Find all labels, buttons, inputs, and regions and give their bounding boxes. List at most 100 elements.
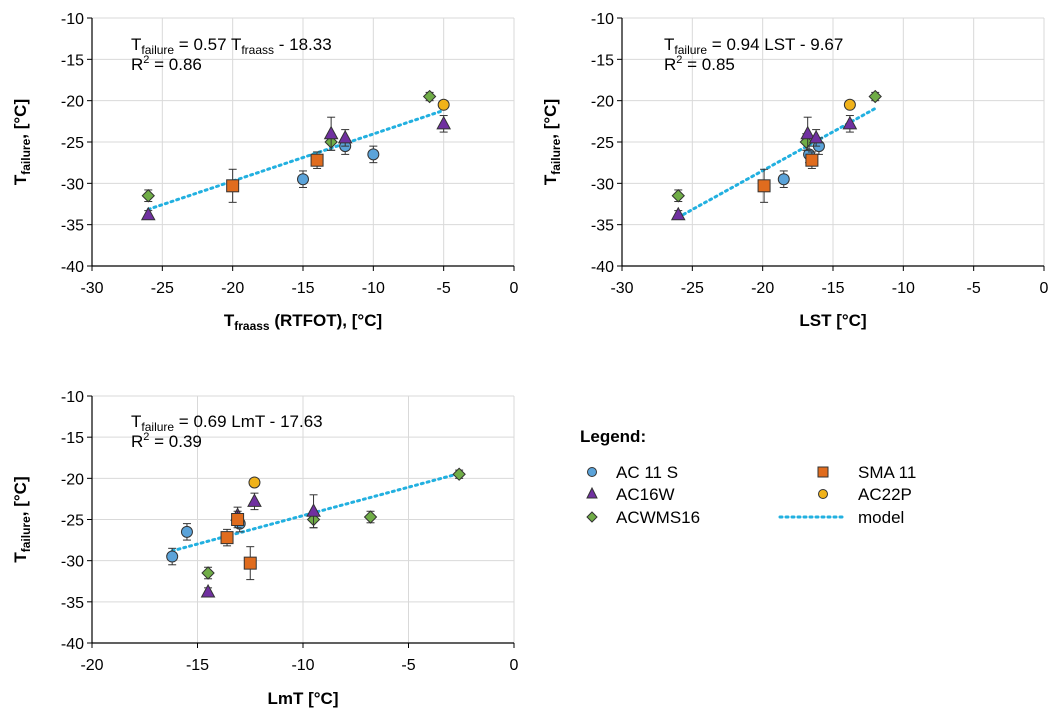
y-tick-label: -25 <box>61 513 84 530</box>
y-tick-label: -15 <box>61 430 84 447</box>
legend-title: Legend: <box>580 427 646 446</box>
data-point <box>800 125 816 140</box>
data-point <box>843 98 856 111</box>
legend-marker <box>817 466 829 478</box>
series-ac-11-s <box>297 137 380 188</box>
series-ac22p <box>843 98 856 111</box>
legend-item-model: model <box>778 508 904 527</box>
legend-item-ac-11-s: AC 11 S <box>587 463 678 482</box>
y-tick-label: -20 <box>61 471 84 488</box>
legend-marker <box>587 467 597 477</box>
data-point <box>306 503 321 517</box>
data-point <box>226 179 240 193</box>
y-axis-label: Tfailure, [°C] <box>11 99 33 185</box>
x-tick-label: -10 <box>291 657 314 674</box>
y-tick-label: -10 <box>591 11 614 28</box>
data-point <box>842 115 858 130</box>
r-squared: R2 = 0.86 <box>131 54 202 74</box>
legend-item-sma-11: SMA 11 <box>817 463 916 482</box>
x-tick-label: -15 <box>186 657 209 674</box>
data-point <box>297 173 309 186</box>
data-point <box>220 531 234 545</box>
legend-item-ac16w: AC16W <box>586 485 675 504</box>
data-point <box>671 189 685 203</box>
data-point <box>868 89 882 104</box>
data-point <box>141 189 155 203</box>
data-point <box>337 129 353 144</box>
chart-2: -30 -25 -20 -15 -10 -5 0 -10 -15 -20 -25 -30 -35 -40 L… <box>541 11 1049 330</box>
x-tick-label: -10 <box>892 280 915 297</box>
series-sma-11 <box>757 151 819 203</box>
x-tick-label: 0 <box>1040 280 1049 297</box>
legend-label: AC16W <box>616 485 675 504</box>
y-tick-label: -30 <box>591 176 614 193</box>
series-ac16w <box>140 115 452 221</box>
series-ac16w <box>670 115 858 221</box>
data-point <box>436 115 452 130</box>
data-point <box>231 513 245 526</box>
data-point <box>422 89 437 104</box>
x-tick-label: -5 <box>401 657 415 674</box>
model-line <box>146 108 446 211</box>
x-tick-label: -15 <box>821 280 844 297</box>
x-tick-label: -20 <box>80 657 103 674</box>
legend-marker <box>586 486 598 499</box>
y-tick-label: -20 <box>591 94 614 111</box>
data-point <box>247 493 262 507</box>
x-tick-label: -5 <box>437 280 451 297</box>
y-tick-label: -10 <box>61 389 84 406</box>
chart-3: -20 -15 -10 -5 0 -10 -15 -20 -25 -30 -35 -40 LmT [°C… <box>11 389 519 708</box>
x-tick-label: -25 <box>681 280 704 297</box>
r-squared: R2 = 0.85 <box>664 54 735 74</box>
data-point <box>140 206 156 221</box>
y-tick-label: -10 <box>61 11 84 28</box>
x-axis-label: Tfraass (RTFOT), [°C] <box>224 311 382 333</box>
x-tick-label: -10 <box>362 280 385 297</box>
data-point <box>777 173 790 186</box>
x-axis-label: LmT [°C] <box>267 689 338 708</box>
y-axis-label: Tfailure, [°C] <box>11 476 33 562</box>
x-tick-label: -20 <box>751 280 774 297</box>
data-point <box>670 206 686 221</box>
y-tick-label: -40 <box>61 259 84 276</box>
model-line <box>676 107 877 219</box>
legend-label: SMA 11 <box>858 463 916 482</box>
legend-item-ac22p: AC22P <box>818 485 912 504</box>
y-tick-label: -15 <box>61 52 84 69</box>
data-point <box>323 125 339 140</box>
legend-label: AC22P <box>858 485 912 504</box>
x-tick-label: -20 <box>221 280 244 297</box>
series-sma-11 <box>226 151 324 203</box>
series-ac22p <box>248 476 261 489</box>
data-point <box>808 129 824 144</box>
y-tick-label: -15 <box>591 52 614 69</box>
y-tick-label: -40 <box>61 636 84 653</box>
y-tick-label: -25 <box>591 135 614 152</box>
data-point <box>367 148 380 161</box>
regression-equation: Tfailure = 0.69 LmT - 17.63 <box>131 412 323 434</box>
x-tick-label: -5 <box>967 280 981 297</box>
x-tick-label: 0 <box>510 657 519 674</box>
series-ac16w <box>200 492 321 598</box>
r-squared: R2 = 0.39 <box>131 431 202 451</box>
y-tick-label: -30 <box>61 176 84 193</box>
y-tick-label: -35 <box>61 595 84 612</box>
legend-label: ACWMS16 <box>616 508 700 527</box>
data-point <box>180 525 193 538</box>
series-ac22p <box>437 98 450 111</box>
y-tick-label: -30 <box>61 554 84 571</box>
legend-marker <box>818 489 828 499</box>
regression-equation: Tfailure = 0.57 Tfraass - 18.33 <box>131 35 332 57</box>
data-point <box>437 98 450 111</box>
x-tick-label: -30 <box>80 280 103 297</box>
legend: Legend: AC 11 S SMA 11 AC16W AC22P ACWMS16 mod… <box>580 427 916 527</box>
data-point <box>200 583 216 598</box>
y-tick-label: -20 <box>61 94 84 111</box>
data-point <box>166 550 179 563</box>
chart-1: -30 -25 -20 -15 -10 -5 0 -10 -15 -20 -25 -30 -35 -40 T… <box>11 11 519 333</box>
data-point <box>243 556 257 570</box>
data-point <box>805 153 819 167</box>
y-tick-label: -25 <box>61 135 84 152</box>
x-axis-label: LST [°C] <box>799 311 866 330</box>
